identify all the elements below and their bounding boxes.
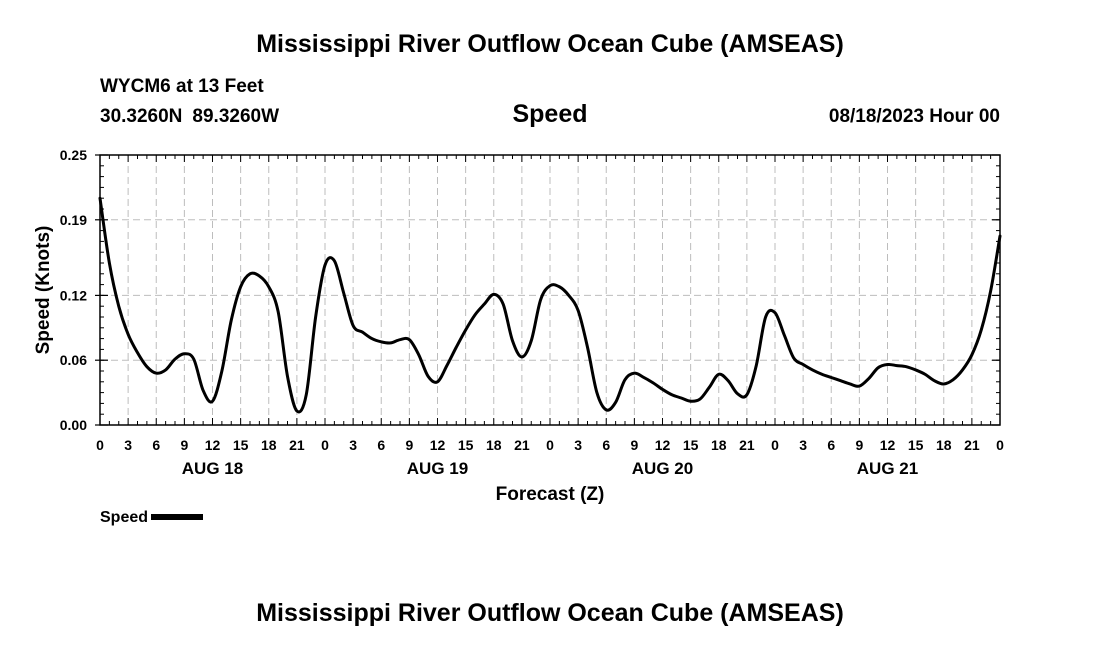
x-tick-label: 21 [964, 437, 980, 453]
series-layer [98, 196, 1002, 414]
longitude: 89.3260W [192, 106, 280, 127]
forecast-datetime: 08/18/2023 Hour 00 [828, 106, 1000, 127]
latitude: 30.3260N [100, 106, 183, 127]
x-tick-label: 0 [546, 437, 554, 453]
x-tick-label: 0 [321, 437, 329, 453]
x-tick-label: 0 [96, 437, 104, 453]
y-tick-label: 0.06 [60, 352, 87, 368]
y-axis-label: Speed (Knots) [33, 226, 54, 355]
y-tick-label: 0.12 [60, 287, 87, 303]
x-tick-label: 12 [655, 437, 671, 453]
x-tick-label: 3 [799, 437, 807, 453]
x-axis-label: Forecast (Z) [496, 484, 605, 505]
x-tick-label: 3 [574, 437, 582, 453]
y-tick-label: 0.19 [60, 212, 87, 228]
chart-title-bottom: Mississippi River Outflow Ocean Cube (AM… [256, 599, 844, 627]
x-tick-label: 12 [880, 437, 896, 453]
station-label: WYCM6 at 13 Feet [100, 76, 264, 97]
x-tick-label: 0 [996, 437, 1004, 453]
chart-title: Mississippi River Outflow Ocean Cube (AM… [256, 30, 844, 58]
x-tick-label: 18 [261, 437, 277, 453]
x-tick-label: 15 [683, 437, 699, 453]
grid [100, 155, 1000, 425]
x-tick-label: 21 [289, 437, 305, 453]
x-tick-label: 6 [827, 437, 835, 453]
x-tick-labels: 0 3 6 9 12 15 18 21 0 3 6 9 12 15 18 21 0 3 6 9 12 15 18 21 0 3 6 9… [96, 437, 1004, 453]
x-tick-label: 15 [233, 437, 249, 453]
day-label: AUG 19 [407, 459, 468, 478]
x-tick-label: 9 [180, 437, 188, 453]
x-tick-label: 12 [205, 437, 221, 453]
x-tick-label: 0 [771, 437, 779, 453]
x-tick-label: 21 [739, 437, 755, 453]
series-line-speed [98, 196, 1002, 414]
x-tick-label: 6 [152, 437, 160, 453]
legend-swatch [151, 513, 204, 520]
day-label: AUG 20 [632, 459, 693, 478]
y-tick-label: 0.25 [60, 147, 87, 163]
x-tick-label: 9 [630, 437, 638, 453]
x-tick-label: 18 [936, 437, 952, 453]
coordinates: 30.3260N 89.3260W [100, 106, 279, 128]
x-tick-label: 18 [486, 437, 502, 453]
legend: Speed [100, 509, 204, 527]
x-tick-label: 3 [124, 437, 132, 453]
plot-frame [99, 154, 1001, 426]
x-tick-label: 3 [349, 437, 357, 453]
variable-title: Speed [512, 100, 588, 128]
day-label: AUG 21 [857, 459, 918, 478]
y-tick-label: 0.00 [60, 417, 87, 433]
x-tick-label: 6 [377, 437, 385, 453]
day-label: AUG 18 [182, 459, 243, 478]
legend-label: Speed [100, 509, 149, 526]
x-tick-label: 15 [908, 437, 924, 453]
day-labels: AUG 18 AUG 19 AUG 20 AUG 21 [182, 459, 918, 478]
y-tick-labels: 0.00 0.06 0.12 0.19 0.25 [60, 147, 87, 433]
x-tick-label: 9 [405, 437, 413, 453]
x-tick-label: 15 [458, 437, 474, 453]
x-tick-label: 18 [711, 437, 727, 453]
x-tick-label: 9 [855, 437, 863, 453]
x-tick-label: 21 [514, 437, 530, 453]
x-tick-label: 12 [430, 437, 446, 453]
x-tick-label: 6 [602, 437, 610, 453]
